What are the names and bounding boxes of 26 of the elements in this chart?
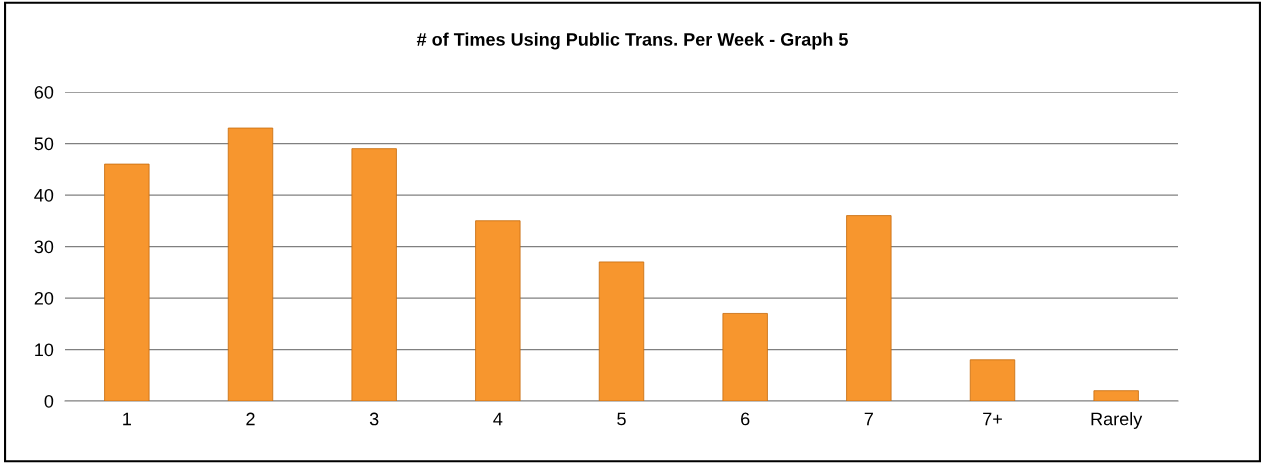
bar — [722, 313, 768, 401]
y-tick-label: 30 — [34, 240, 54, 254]
bar — [1093, 390, 1139, 401]
x-tick-label: 2 — [246, 412, 255, 426]
bar — [969, 359, 1016, 401]
bar — [475, 220, 521, 401]
chart-title: # of Times Using Public Trans. Per Week - Graph 5 — [416, 32, 848, 50]
bar — [104, 163, 150, 401]
bar — [351, 148, 397, 401]
y-tick-label: 50 — [34, 137, 54, 151]
x-tick-label: 4 — [493, 412, 503, 426]
y-tick-label: 20 — [34, 291, 54, 305]
y-tick-label: 0 — [44, 394, 54, 408]
x-tick-label: 3 — [369, 412, 379, 426]
x-tick-label: 5 — [617, 412, 626, 426]
x-tick-label: 7 — [864, 412, 873, 426]
y-tick-label: 60 — [34, 85, 54, 99]
y-tick-label: 10 — [35, 343, 54, 357]
bar — [846, 215, 892, 401]
x-tick-label: 1 — [123, 412, 131, 426]
bar — [227, 127, 274, 401]
x-tick-label: Rarely — [1091, 412, 1143, 429]
bar — [598, 261, 645, 401]
y-tick-label: 40 — [34, 188, 54, 202]
x-tick-label: 6 — [741, 412, 750, 426]
x-tick-label: 7+ — [983, 412, 1002, 426]
